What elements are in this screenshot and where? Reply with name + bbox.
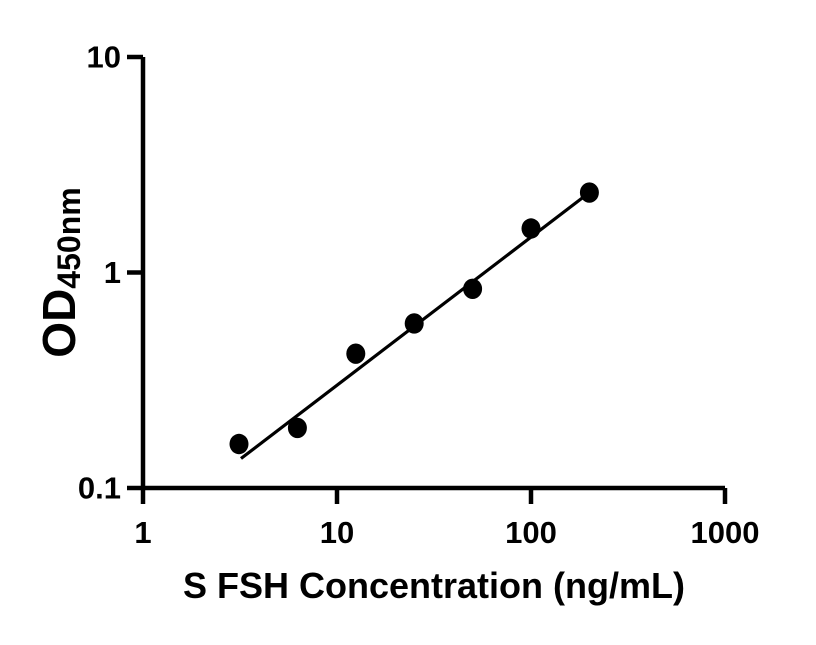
x-axis: 1 10 100 1000 <box>134 488 759 550</box>
y-tick-label: 10 <box>87 40 121 75</box>
data-point <box>521 218 541 239</box>
data-point <box>229 433 249 455</box>
x-tick-label: 100 <box>505 515 557 550</box>
data-point <box>579 182 599 203</box>
data-point <box>404 313 424 334</box>
y-axis-title-subscript: 450nm <box>51 187 87 288</box>
data-point <box>287 417 307 439</box>
axis-frame <box>140 57 725 491</box>
data-point <box>463 278 483 300</box>
y-axis: 0.1 1 10 <box>78 40 143 506</box>
data-point <box>346 343 366 364</box>
y-axis-title-main: OD <box>33 289 85 358</box>
y-tick-label: 0.1 <box>78 471 121 506</box>
x-axis-title: S FSH Concentration (ng/mL) <box>183 565 685 606</box>
x-tick-label: 1 <box>134 515 151 550</box>
y-tick-label: 1 <box>104 255 121 290</box>
x-tick-label: 1000 <box>691 515 760 550</box>
y-axis-title: OD450nm <box>33 187 87 357</box>
data-points <box>229 182 599 455</box>
x-tick-label: 10 <box>320 515 354 550</box>
